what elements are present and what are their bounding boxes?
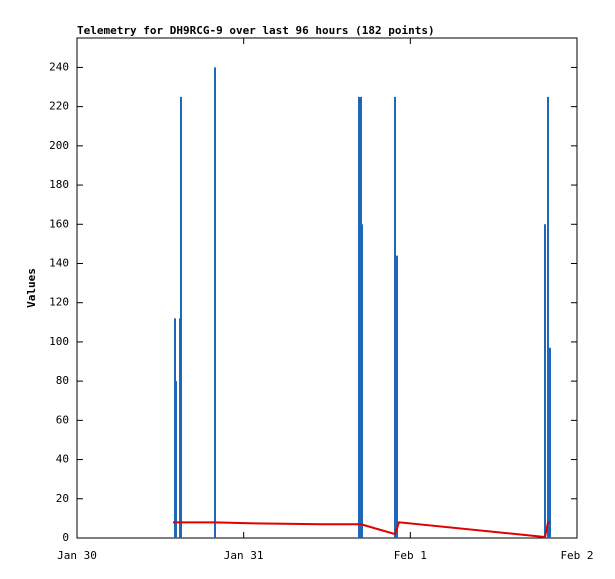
y-tick-label: 140 bbox=[49, 256, 69, 269]
x-tick-label: Feb 1 bbox=[394, 549, 427, 562]
line bbox=[173, 521, 550, 539]
y-tick-label: 20 bbox=[56, 492, 69, 505]
y-tick-label: 120 bbox=[49, 296, 69, 309]
plot-frame bbox=[76, 37, 578, 539]
y-tick-label: 80 bbox=[56, 374, 69, 387]
y-tick-label: 180 bbox=[49, 178, 69, 191]
y-tick-label: 100 bbox=[49, 335, 69, 348]
x-tick-label: Jan 31 bbox=[224, 549, 264, 562]
y-tick-label: 0 bbox=[62, 531, 69, 544]
x-tick-label: Feb 2 bbox=[560, 549, 593, 562]
y-axis-label: Values bbox=[25, 268, 38, 308]
y-tick-label: 160 bbox=[49, 217, 69, 230]
chart-title: Telemetry for DH9RCG-9 over last 96 hour… bbox=[77, 24, 435, 37]
x-tick-label: Jan 30 bbox=[57, 549, 97, 562]
y-tick-label: 240 bbox=[49, 60, 69, 73]
y-tick-label: 40 bbox=[56, 453, 69, 466]
y-tick-label: 220 bbox=[49, 100, 69, 113]
y-tick-label: 200 bbox=[49, 139, 69, 152]
y-tick-label: 60 bbox=[56, 413, 69, 426]
